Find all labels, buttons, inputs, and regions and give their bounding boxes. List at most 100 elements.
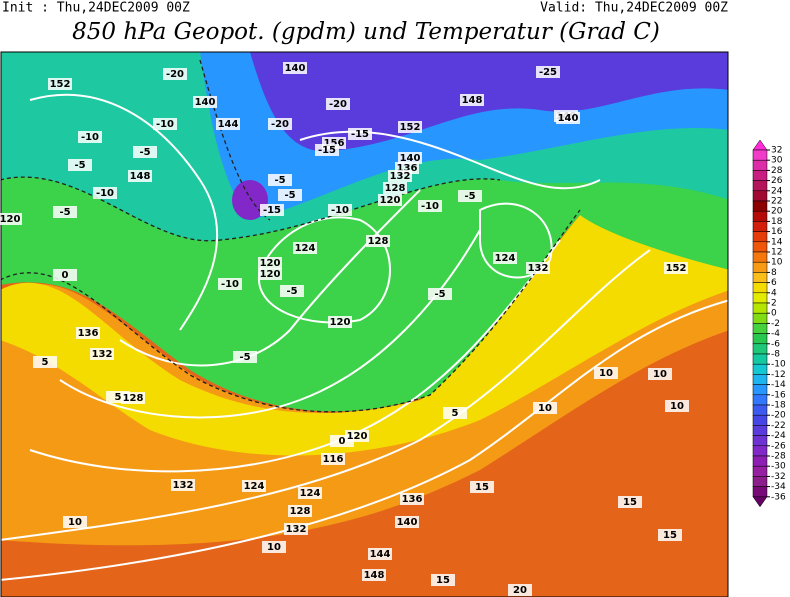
- contour-label-bg: [280, 285, 304, 297]
- colorbar-label: 30: [771, 156, 783, 166]
- colorbar-cell: [752, 486, 768, 498]
- contour-label-bg: [664, 262, 688, 274]
- contour-label: 120: [378, 194, 402, 206]
- contour-label-bg: [418, 200, 442, 212]
- contour-label-text: -25: [539, 67, 557, 78]
- colorbar-cell: [752, 251, 768, 263]
- contour-label-bg: [326, 98, 350, 110]
- colorbar-cell: [752, 425, 768, 436]
- contour-label-text: 0: [339, 436, 346, 447]
- colorbar-label: -22: [771, 421, 786, 431]
- colorbar-cell: [752, 302, 768, 314]
- colorbar-label: -10: [771, 360, 786, 370]
- contour-label: 140: [556, 112, 580, 124]
- contour-label: 140: [395, 516, 419, 528]
- contour-label-bg: [508, 584, 532, 596]
- contour-label-text: -15: [351, 129, 369, 140]
- contour-label-bg: [556, 112, 580, 124]
- contour-label: 10: [262, 541, 286, 553]
- contour-label-text: -5: [464, 191, 475, 202]
- contour-label-bg: [328, 316, 352, 328]
- colorbar-cell: [752, 414, 768, 426]
- contour-label-bg: [258, 268, 282, 280]
- colorbar-label: 32: [771, 146, 782, 156]
- contour-label: 128: [288, 505, 312, 517]
- contour-label-text: 124: [244, 481, 265, 492]
- contour-label-text: 10: [68, 517, 82, 528]
- colorbar: 32302826242220181614121086420-2-4-6-8-10…: [752, 139, 786, 508]
- colorbar-cell: [752, 435, 768, 447]
- contour-label-text: 10: [599, 368, 613, 379]
- contour-label: 10: [594, 367, 618, 379]
- contour-label: -5: [428, 288, 452, 300]
- colorbar-cell: [752, 476, 768, 487]
- contour-label-text: 140: [397, 517, 418, 528]
- contour-label: -10: [218, 278, 242, 290]
- contour-label-bg: [368, 548, 392, 560]
- contour-label-bg: [242, 480, 266, 492]
- contour-label-bg: [348, 128, 372, 140]
- contour-label: 124: [493, 252, 517, 264]
- colorbar-label: -12: [771, 370, 786, 380]
- contour-label: 124: [293, 242, 317, 254]
- contour-label-text: 140: [195, 97, 216, 108]
- contour-label: -10: [418, 200, 442, 212]
- contour-label: 5: [33, 356, 57, 368]
- contour-label-bg: [443, 407, 467, 419]
- contour-label-bg: [268, 118, 292, 130]
- colorbar-label: 2: [771, 299, 777, 309]
- contour-label-bg: [398, 152, 422, 164]
- contour-label-text: 128: [385, 183, 406, 194]
- colorbar-cell: [752, 323, 768, 334]
- contour-label-bg: [278, 189, 302, 201]
- contour-label-text: 128: [123, 393, 144, 404]
- contour-label-bg: [536, 66, 560, 78]
- contour-label-text: 140: [558, 113, 579, 124]
- contour-label: 148: [362, 569, 386, 581]
- colorbar-label: 24: [771, 186, 783, 196]
- colorbar-label: 6: [771, 278, 777, 288]
- contour-label-bg: [258, 257, 282, 269]
- contour-label-text: 120: [260, 269, 281, 280]
- contour-label-bg: [398, 121, 422, 133]
- contour-label-bg: [315, 144, 339, 156]
- contour-label: 140: [398, 152, 422, 164]
- contour-label-text: 120: [347, 431, 368, 442]
- contour-label: -5: [233, 351, 257, 363]
- contour-label: 124: [242, 480, 266, 492]
- contour-label-bg: [395, 516, 419, 528]
- contour-label-bg: [63, 516, 87, 528]
- colorbar-label: -18: [771, 401, 786, 411]
- colorbar-label: -26: [771, 441, 786, 451]
- colorbar-cell: [752, 384, 768, 396]
- contour-label: 10: [665, 400, 689, 412]
- contour-label: 10: [63, 516, 87, 528]
- contour-label-text: 20: [513, 585, 527, 596]
- colorbar-cell: [752, 170, 768, 181]
- contour-label-text: 15: [623, 497, 637, 508]
- colorbar-cell: [752, 221, 768, 232]
- colorbar-cell: [752, 445, 768, 457]
- colorbar-label: 8: [771, 268, 777, 278]
- colorbar-label: -14: [771, 380, 786, 390]
- colorbar-label: -36: [771, 492, 786, 502]
- contour-label-text: 5: [115, 392, 122, 403]
- yellow-band: [1, 215, 728, 456]
- colorbar-label: -20: [771, 411, 786, 421]
- contour-label-bg: [193, 96, 217, 108]
- contour-label-text: 128: [368, 236, 389, 247]
- contour-label-text: 136: [78, 328, 99, 339]
- colorbar-label: 26: [771, 176, 783, 186]
- contour-label-text: -5: [59, 207, 70, 218]
- contour-label: -5: [68, 159, 92, 171]
- contour-label-bg: [366, 235, 390, 247]
- colorbar-cell: [752, 241, 768, 253]
- contour-label: -20: [163, 68, 187, 80]
- contour-label-text: 144: [218, 119, 239, 130]
- colorbar-label: 4: [771, 288, 777, 298]
- contour-label: 10: [648, 368, 672, 380]
- contour-label: 136: [400, 493, 424, 505]
- contour-label: 128: [366, 235, 390, 247]
- colorbar-label: -16: [771, 390, 786, 400]
- contour-label-text: -5: [239, 352, 250, 363]
